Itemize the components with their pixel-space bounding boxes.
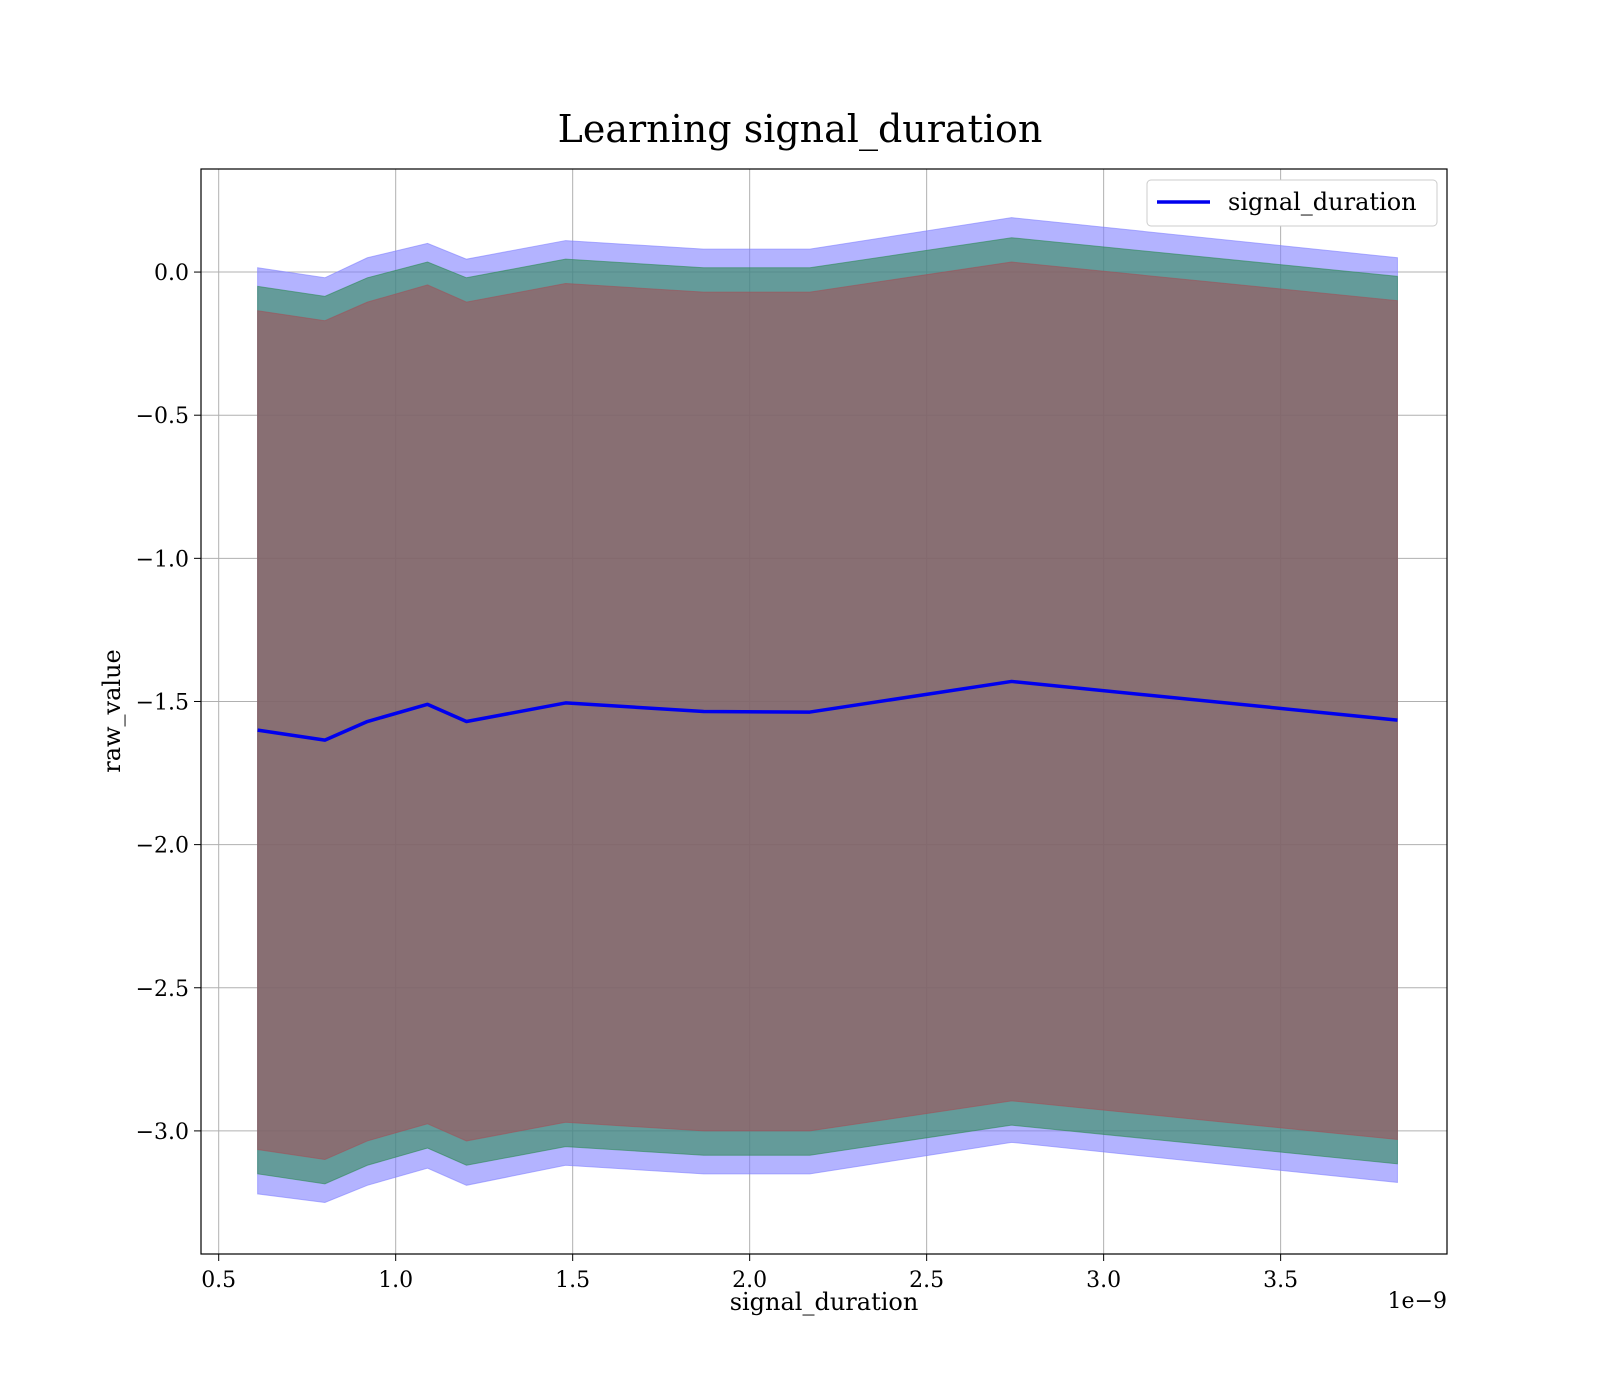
x-tick-label: 2.0 [732, 1268, 767, 1293]
x-axis-label: signal_duration [730, 1288, 919, 1316]
y-axis-label: raw_value [98, 649, 126, 773]
y-tick-label: 0.0 [154, 261, 189, 286]
y-tick-label: −1.5 [136, 690, 189, 715]
series-lines [257, 679, 1398, 742]
x-tick-label: 2.5 [909, 1268, 944, 1293]
legend-frame [1146, 179, 1438, 227]
legend-label: signal_duration [1228, 188, 1417, 216]
chart-title: Learning signal_duration [558, 107, 1043, 152]
x-tick-label: 3.0 [1086, 1268, 1121, 1293]
y-tick-label: −1.0 [136, 547, 189, 572]
ticks: 0.5 1.0 1.5 2.0 2.5 3.0 3.5 0.0 −0.5 −1.0 −1.5 −2.0… [136, 261, 1299, 1293]
x-tick-label: 1.0 [378, 1268, 413, 1293]
y-tick-label: −2.5 [136, 977, 189, 1002]
y-tick-label: −0.5 [136, 404, 189, 429]
x-axis-offset-label: 1e−9 [1388, 1289, 1447, 1314]
x-tick-label: 1.5 [555, 1268, 590, 1293]
x-tick-label: 0.5 [201, 1268, 236, 1293]
x-tick-label: 3.5 [1263, 1268, 1298, 1293]
y-tick-label: −2.0 [136, 834, 189, 859]
y-tick-label: −3.0 [136, 1120, 189, 1145]
legend: signal_duration [1146, 179, 1438, 227]
series-line-1 [257, 679, 1398, 742]
plot-frame [200, 168, 1448, 1255]
